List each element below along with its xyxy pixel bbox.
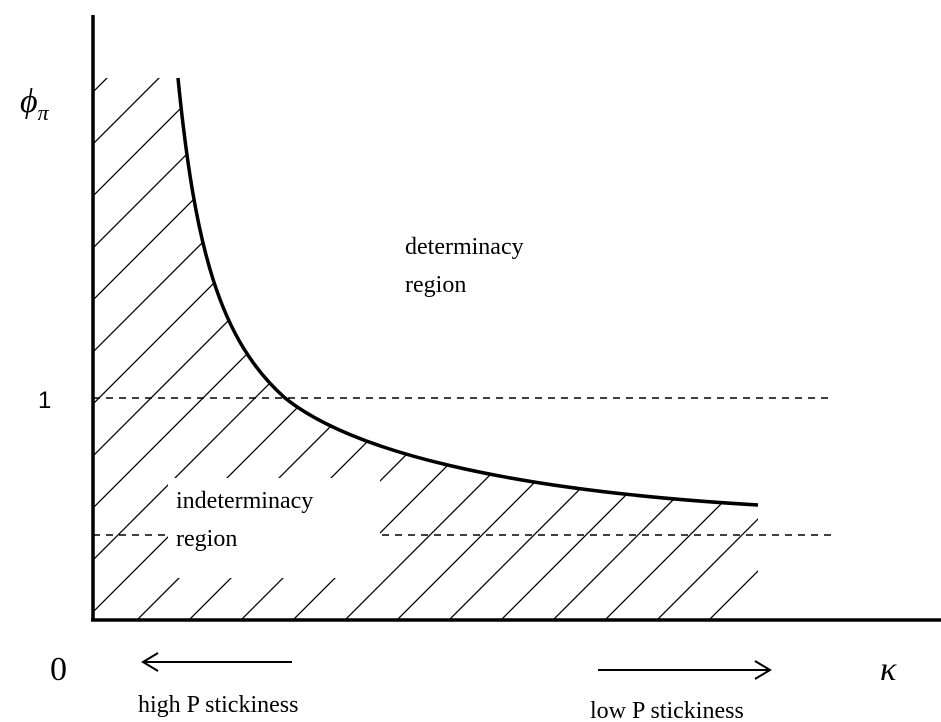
hatch-line: [93, 78, 521, 620]
origin-label: 0: [50, 651, 67, 688]
boundary-curve: [176, 77, 759, 507]
hatch-line: [391, 78, 758, 620]
x-axis-label: κ: [880, 651, 897, 688]
hatch-line: [495, 78, 758, 620]
arrow-head: [141, 652, 159, 672]
hatch-line: [599, 78, 758, 620]
hatching: [93, 78, 758, 620]
y-tick-label: 1: [38, 387, 51, 414]
arrow-label: high P stickiness: [138, 692, 298, 718]
hatch-line: [755, 78, 758, 620]
region-label: region: [405, 272, 466, 298]
y-axis-label: ϕπ: [20, 83, 50, 125]
arrow-head: [754, 660, 772, 680]
region-label: indeterminacy: [176, 488, 313, 514]
hatch-line: [339, 78, 758, 620]
hatch-line: [93, 78, 105, 620]
region-label: determinacy: [405, 234, 524, 260]
label-background: [168, 478, 380, 578]
hatch-line: [287, 78, 758, 620]
hatch-line: [443, 78, 758, 620]
arrow-label: low P stickiness: [590, 698, 744, 722]
region-label: region: [176, 526, 237, 552]
hatch-line: [651, 78, 758, 620]
hatch-line: [547, 78, 758, 620]
hatch-line: [93, 78, 469, 620]
hatch-line: [703, 78, 758, 620]
